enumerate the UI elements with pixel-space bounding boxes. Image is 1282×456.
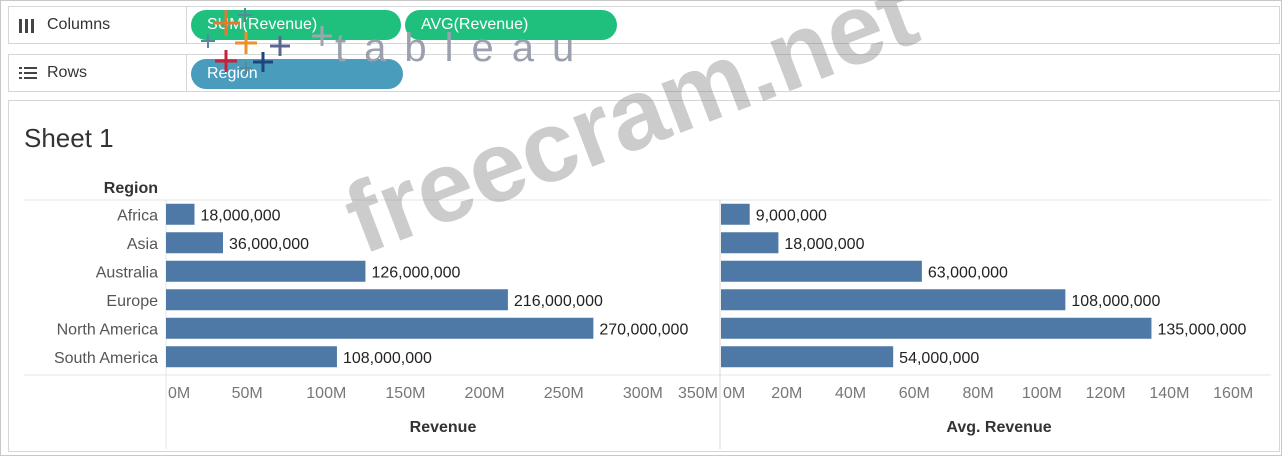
data-label: 108,000,000 [1071, 293, 1160, 310]
bar[interactable] [721, 289, 1066, 311]
bar[interactable] [166, 317, 594, 339]
bar[interactable] [721, 346, 894, 368]
columns-icon [19, 17, 37, 33]
axis-tick-label: 20M [771, 385, 802, 402]
category-label: North America [57, 321, 158, 338]
chart-area: Region Africa Asia Australia Europe North Am… [24, 180, 1271, 449]
bar[interactable] [721, 232, 779, 254]
category-label: Africa [117, 207, 158, 224]
axis-tick-label: 350M [678, 385, 718, 402]
pill-sum-revenue-text: SUM(Revenue) [207, 16, 318, 33]
data-label: 126,000,000 [371, 264, 460, 281]
data-label: 9,000,000 [756, 207, 827, 224]
axis-tick-label: 100M [306, 385, 346, 402]
chart-panes: 18,000,000 36,000,000 126,000,000 216,000,0… [166, 203, 1253, 436]
category-label: Asia [127, 236, 158, 253]
pill-region[interactable]: Region [191, 59, 403, 89]
data-label: 63,000,000 [928, 264, 1008, 281]
category-label: Europe [106, 293, 158, 310]
rows-shelf-label: Rows [9, 55, 187, 91]
axis-tick-label: 120M [1086, 385, 1126, 402]
axis-title: Revenue [410, 419, 477, 436]
rows-icon [19, 65, 37, 81]
bar[interactable] [166, 203, 195, 225]
bar[interactable] [166, 260, 366, 282]
columns-shelf-label: Columns [9, 7, 187, 43]
bar[interactable] [166, 289, 508, 311]
category-label: South America [54, 350, 158, 367]
bar[interactable] [721, 203, 750, 225]
axis-tick-label: 140M [1149, 385, 1189, 402]
rows-shelf[interactable]: Rows Region [8, 54, 1280, 92]
pill-region-text: Region [207, 65, 258, 82]
category-labels: Africa Asia Australia Europe North America So… [54, 207, 158, 367]
data-label: 18,000,000 [200, 207, 280, 224]
bar-pane-2: 9,000,000 18,000,000 63,000,000 108,000,000… [721, 203, 1253, 436]
axis-tick-label: 200M [465, 385, 505, 402]
axis-tick-label: 250M [544, 385, 584, 402]
row-header-region: Region [104, 180, 158, 197]
pill-sum-revenue[interactable]: SUM(Revenue) [191, 10, 401, 40]
bar[interactable] [166, 346, 337, 368]
category-label: Australia [96, 264, 158, 281]
data-label: 216,000,000 [514, 293, 603, 310]
data-label: 135,000,000 [1157, 321, 1246, 338]
axis-tick-label: 50M [232, 385, 263, 402]
axis-title: Avg. Revenue [946, 419, 1051, 436]
axis-tick-label: 150M [385, 385, 425, 402]
bar[interactable] [721, 317, 1152, 339]
bar[interactable] [721, 260, 922, 282]
pill-avg-revenue[interactable]: AVG(Revenue) [405, 10, 617, 40]
rows-label-text: Rows [47, 64, 88, 81]
axis-tick-label: 0M [723, 385, 745, 402]
axis-tick-label: 160M [1213, 385, 1253, 402]
axis-tick-label: 40M [835, 385, 866, 402]
bar-pane-1: 18,000,000 36,000,000 126,000,000 216,000,0… [166, 203, 718, 436]
columns-shelf[interactable]: Columns SUM(Revenue) AVG(Revenue) [8, 6, 1280, 44]
axis-tick-label: 100M [1022, 385, 1062, 402]
data-label: 54,000,000 [899, 350, 979, 367]
sheet-view: Sheet 1 Region Africa Asia Australia Europe… [8, 100, 1280, 452]
axis-tick-label: 300M [623, 385, 663, 402]
sheet-title: Sheet 1 [24, 123, 114, 153]
axis-tick-label: 80M [963, 385, 994, 402]
axis-tick-label: 0M [168, 385, 190, 402]
pill-avg-revenue-text: AVG(Revenue) [421, 16, 529, 33]
data-label: 270,000,000 [599, 321, 688, 338]
data-label: 108,000,000 [343, 350, 432, 367]
axis-tick-label: 60M [899, 385, 930, 402]
columns-label-text: Columns [47, 16, 111, 33]
data-label: 36,000,000 [229, 236, 309, 253]
data-label: 18,000,000 [784, 236, 864, 253]
bar[interactable] [166, 232, 223, 254]
